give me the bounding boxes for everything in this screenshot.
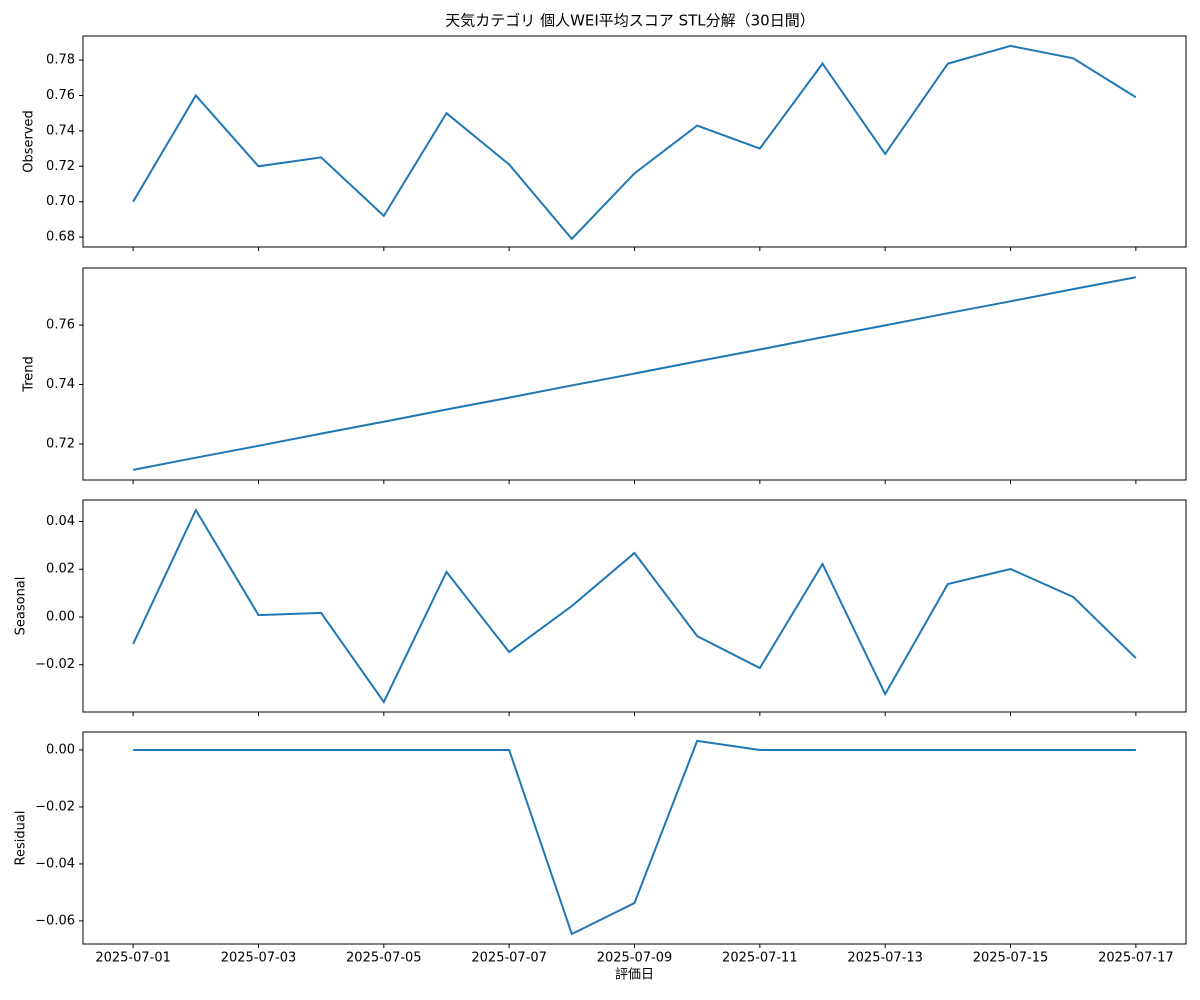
y-tick-label: 0.72 [46,159,75,174]
plot-frame [82,731,1187,945]
y-tick-label: −0.02 [35,657,75,672]
y-tick-label: 0.76 [46,318,75,333]
y-axis-label: Trend [22,356,37,393]
y-tick-label: −0.06 [35,913,75,928]
y-tick-label: −0.04 [35,856,75,871]
y-axis-label: Seasonal [14,577,29,636]
y-tick-label: 0.70 [46,194,75,209]
series-line [132,276,1137,471]
y-tick-label: 0.68 [46,230,75,245]
y-tick-label: 0.74 [46,377,75,392]
plot-frame [82,35,1187,248]
x-tick-label: 2025-07-17 [1098,951,1174,966]
x-tick-label: 2025-07-01 [95,951,171,966]
y-tick-label: 0.04 [46,514,75,529]
y-tick-label: −0.02 [35,799,75,814]
x-tick-label: 2025-07-03 [221,951,297,966]
x-axis-label: 評価日 [615,968,654,983]
y-axis-label: Residual [14,811,29,866]
y-axis-label: Observed [22,110,37,173]
y-tick-label: 0.74 [46,123,75,138]
x-tick-label: 2025-07-05 [346,951,422,966]
y-tick-label: 0.76 [46,88,75,103]
y-tick-label: 0.02 [46,562,75,577]
plot-frame [82,499,1187,713]
y-tick-label: 0.00 [46,609,75,624]
series-line [133,739,1136,936]
x-tick-label: 2025-07-09 [597,951,673,966]
series-line [132,507,1137,704]
x-tick-label: 2025-07-15 [973,951,1049,966]
y-tick-label: 0.00 [46,742,75,757]
x-tick-label: 2025-07-13 [847,951,923,966]
x-tick-label: 2025-07-07 [471,951,547,966]
chart-title: 天気カテゴリ 個人WEI平均スコア STL分解（30日間） [445,12,814,30]
x-tick-label: 2025-07-11 [722,951,798,966]
y-tick-label: 0.78 [46,53,75,68]
series-line [132,44,1137,241]
y-tick-label: 0.72 [46,437,75,452]
